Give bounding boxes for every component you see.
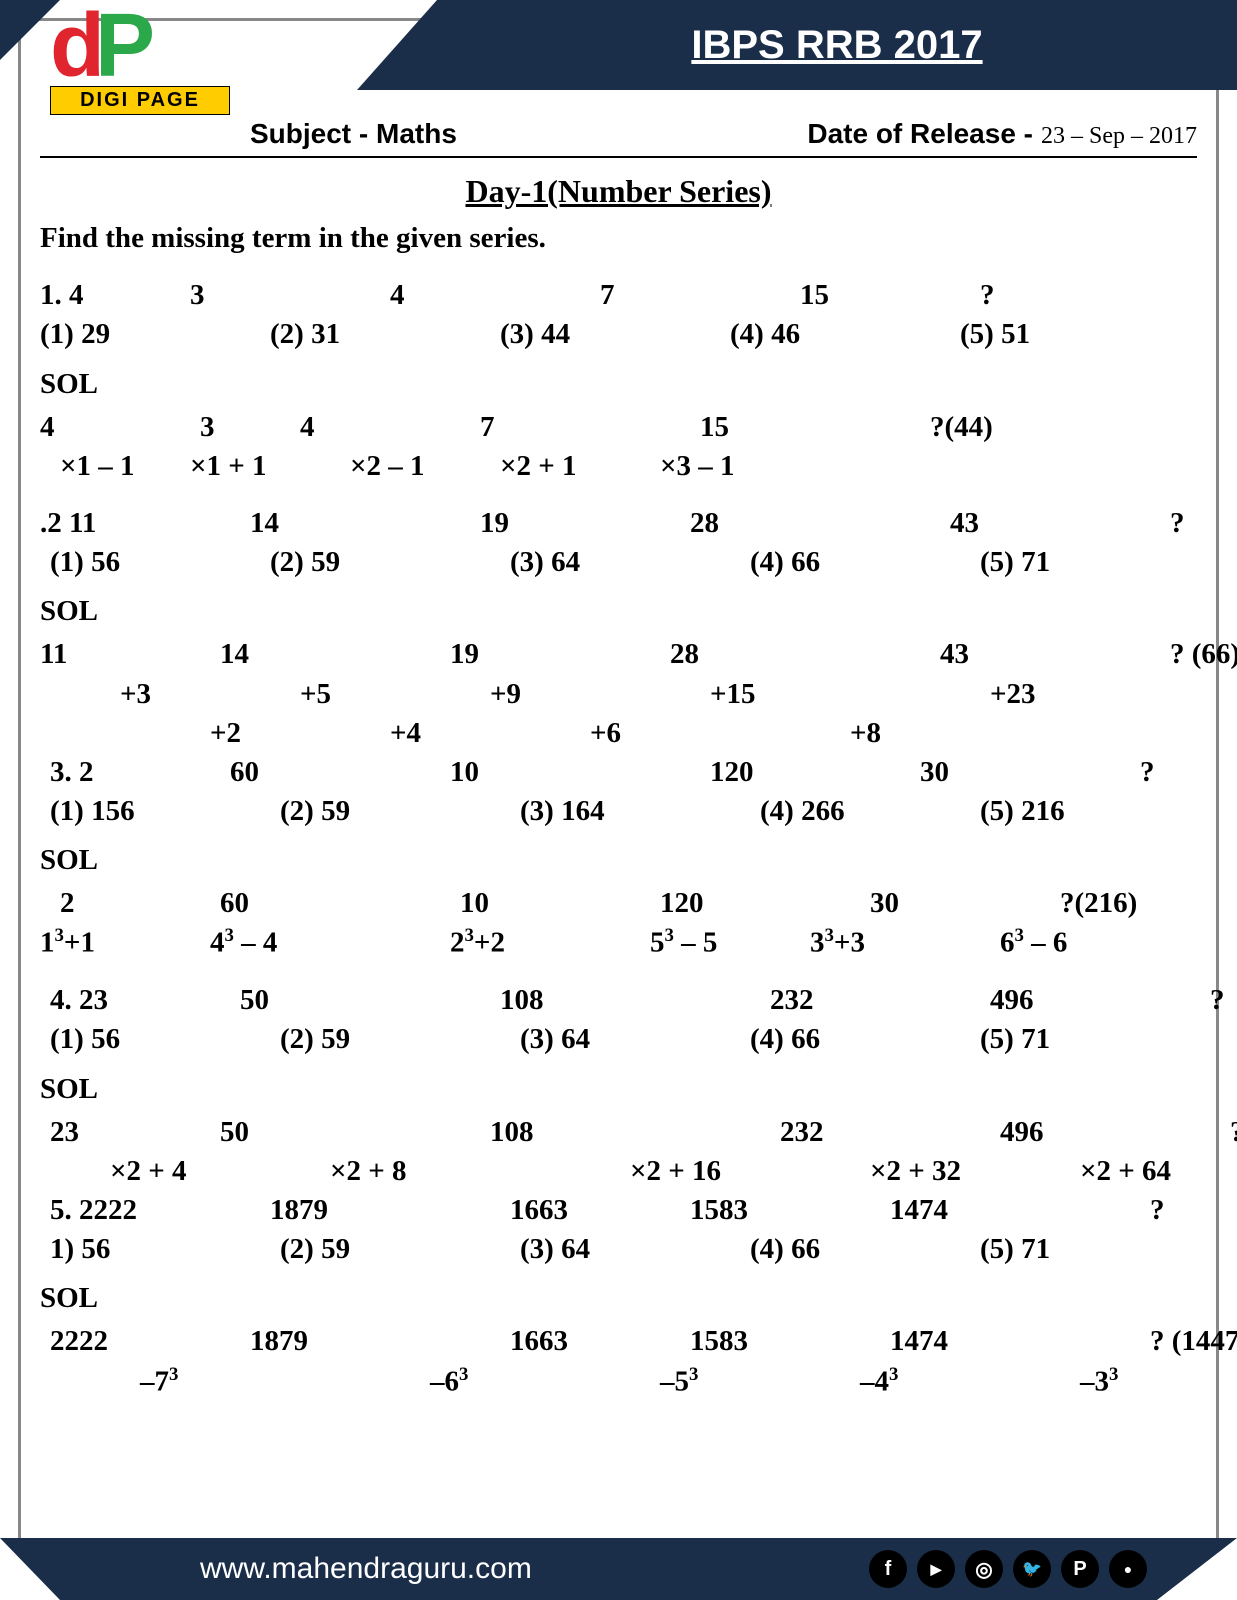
date-label: Date of Release - (807, 118, 1033, 150)
q2-series: .2 11 14 19 28 43 ? (40, 504, 1197, 543)
q4-series: 4. 23 50 108 232 496 ? (50, 981, 1197, 1020)
q4-sol-ops: ×2 + 4 ×2 + 8 ×2 + 16 ×2 + 32 ×2 + 64 (110, 1152, 1197, 1191)
exam-title: IBPS RRB 2017 (691, 23, 982, 68)
q2-sol-series: 11 14 19 28 43 ? (66) (40, 635, 1197, 674)
q3-sol-series: 2 60 10 120 30 ?(216) (60, 884, 1197, 923)
q3-sol-label: SOL (40, 841, 1197, 880)
q5-options: 1) 56 (2) 59 (3) 64 (4) 66 (5) 71 (50, 1230, 1197, 1269)
q1-sol-ops: ×1 – 1 ×1 + 1 ×2 – 1 ×2 + 1 ×3 – 1 (60, 447, 1197, 486)
instagram-icon[interactable]: ◎ (965, 1550, 1003, 1588)
q2-sol-label: SOL (40, 592, 1197, 631)
header-navy-bar: IBPS RRB 2017 (357, 0, 1237, 90)
footer-url: www.mahendraguru.com (200, 1552, 532, 1586)
q4-options: (1) 56 (2) 59 (3) 64 (4) 66 (5) 71 (50, 1020, 1197, 1059)
q1-sol-series: 4 3 4 7 15 ?(44) (40, 408, 1197, 447)
logo: dP DIGI PAGE (50, 10, 230, 115)
q4-sol-label: SOL (40, 1070, 1197, 1109)
pinterest-icon[interactable]: P (1061, 1550, 1099, 1588)
subject-label: Subject - Maths (250, 118, 457, 150)
q3-series: 3. 2 60 10 120 30 ? (50, 753, 1197, 792)
logo-p: P (95, 0, 145, 96)
q5-sol-series: 2222 1879 1663 1583 1474 ? (1447) (50, 1322, 1197, 1361)
q1-sol-label: SOL (40, 365, 1197, 404)
q5-series: 5. 2222 1879 1663 1583 1474 ? (50, 1191, 1197, 1230)
instruction: Find the missing term in the given serie… (40, 219, 1197, 258)
q5-sol-ops: –73 –63 –53 –43 –33 (140, 1362, 1197, 1402)
day-title: Day-1(Number Series) (40, 170, 1197, 213)
youtube-icon[interactable]: ▶ (917, 1550, 955, 1588)
twitter-icon[interactable]: 🐦 (1013, 1550, 1051, 1588)
subject-row: Subject - Maths Date of Release - 23 – S… (40, 118, 1197, 158)
logo-d: d (50, 0, 95, 96)
date-value: 23 – Sep – 2017 (1041, 123, 1197, 150)
q2-sol-diff1: +3 +5 +9 +15 +23 (120, 675, 1197, 714)
corner-triangle-bl (0, 1538, 60, 1600)
content-area: Day-1(Number Series) Find the missing te… (40, 170, 1197, 1520)
q5-sol-label: SOL (40, 1279, 1197, 1318)
q3-sol-ops: 13+1 43 – 4 23+2 53 – 5 33+3 63 – 6 (40, 923, 1197, 963)
q1-options: (1) 29 (2) 31 (3) 44 (4) 46 (5) 51 (40, 315, 1197, 354)
header-banner: IBPS RRB 2017 dP DIGI PAGE Subject - Mat… (0, 0, 1237, 155)
q1-series: 1. 4 3 4 7 15 ? (40, 276, 1197, 315)
android-icon[interactable]: ● (1109, 1550, 1147, 1588)
q3-options: (1) 156 (2) 59 (3) 164 (4) 266 (5) 216 (50, 792, 1197, 831)
q2-sol-diff2: +2 +4 +6 +8 (210, 714, 1197, 753)
q2-options: (1) 56 (2) 59 (3) 64 (4) 66 (5) 71 (50, 543, 1197, 582)
facebook-icon[interactable]: f (869, 1550, 907, 1588)
logo-dp: dP (50, 10, 230, 82)
corner-triangle-br (1157, 1538, 1237, 1600)
q4-sol-series: 23 50 108 232 496 ?(1056) (50, 1113, 1197, 1152)
social-icons: f ▶ ◎ 🐦 P ● (869, 1550, 1147, 1588)
